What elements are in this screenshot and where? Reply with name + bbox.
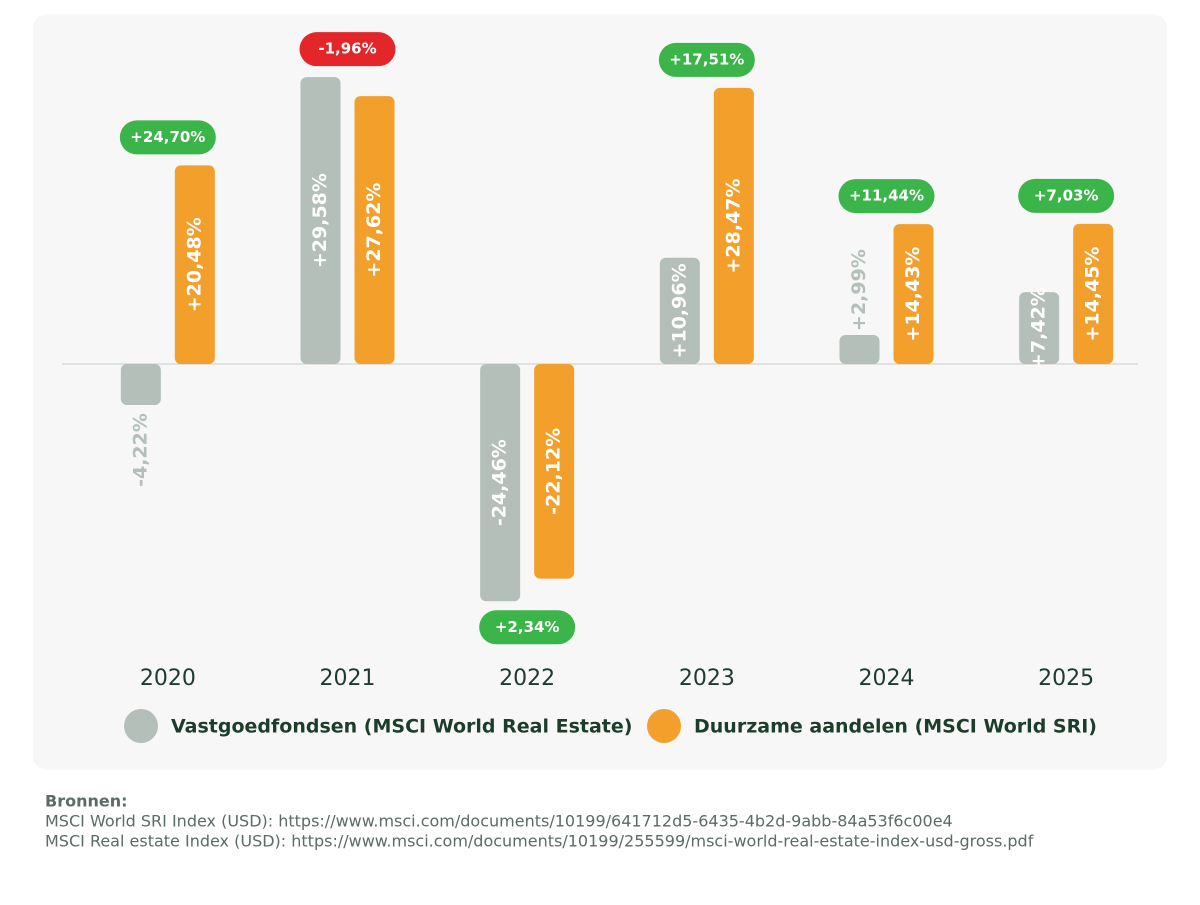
bar (120, 364, 161, 405)
x-tick-label: 2025 (1038, 666, 1094, 691)
source-line: MSCI Real estate Index (USD): https://ww… (45, 832, 1034, 851)
x-tick-label: 2023 (679, 666, 735, 691)
value-label: +7,42% (1028, 287, 1050, 369)
legend-marker (124, 709, 158, 743)
source-line: MSCI World SRI Index (USD): https://www.… (45, 812, 953, 831)
sources-title: Bronnen: (45, 792, 128, 811)
difference-badge (299, 32, 396, 67)
difference-label: -1,96% (318, 40, 376, 58)
difference-badge (658, 42, 755, 77)
bar (713, 87, 754, 365)
x-tick-label: 2022 (499, 666, 555, 691)
value-label: +20,48% (183, 217, 205, 312)
bar (174, 165, 215, 365)
value-label: +29,58% (309, 173, 331, 268)
legend-label: Duurzame aandelen (MSCI World SRI) (694, 716, 1097, 738)
value-label: +14,43% (902, 247, 924, 342)
bar (1019, 292, 1060, 365)
difference-label: +7,03% (1034, 186, 1099, 204)
value-label: +27,62% (363, 183, 385, 278)
value-label: -24,46% (489, 439, 511, 526)
bar (300, 77, 341, 365)
bar (1073, 223, 1114, 365)
value-label: +28,47% (722, 178, 744, 273)
bar (839, 335, 880, 365)
x-tick-label: 2020 (140, 666, 196, 691)
value-label: +2,99% (848, 249, 870, 331)
difference-label: +24,70% (130, 128, 205, 146)
bar (534, 364, 575, 579)
difference-label: +2,34% (495, 618, 560, 636)
difference-badge (479, 610, 576, 645)
x-tick-label: 2021 (320, 666, 376, 691)
difference-badge (119, 120, 216, 155)
difference-label: +11,44% (849, 187, 924, 205)
legend-marker (647, 709, 681, 743)
bar (893, 224, 934, 365)
bar (480, 364, 521, 602)
difference-label: +17,51% (669, 50, 744, 68)
bar (659, 257, 700, 365)
x-tick-label: 2024 (859, 666, 915, 691)
value-label: +10,96% (668, 263, 690, 358)
value-label: -4,22% (129, 413, 151, 487)
difference-badge (1018, 178, 1115, 213)
legend-label: Vastgoedfondsen (MSCI World Real Estate) (171, 716, 632, 738)
value-label: +14,45% (1082, 246, 1104, 341)
value-label: -22,12% (543, 428, 565, 515)
bar (354, 96, 395, 365)
difference-badge (838, 179, 935, 214)
